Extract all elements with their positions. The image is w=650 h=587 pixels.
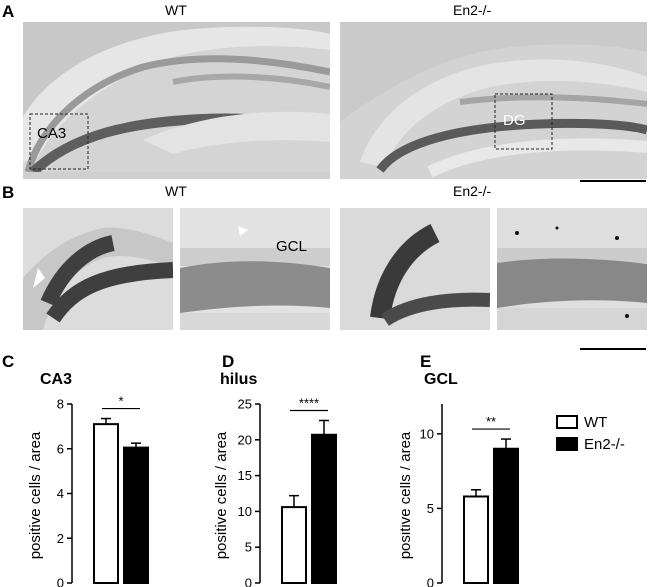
panel-b-en2-title: En2-/- — [453, 183, 492, 199]
bar-gcl-wt — [463, 495, 489, 585]
bar-ca3-wt — [93, 423, 119, 584]
significance-label-hilus: **** — [299, 395, 319, 410]
roi-dg-label: DG — [503, 112, 526, 129]
y-axis-label-gcl: positive cells / area — [400, 431, 414, 559]
panel-b-wt-title: WT — [165, 183, 187, 199]
panel-b-letter: B — [2, 183, 15, 202]
significance-label-ca3: * — [118, 394, 123, 409]
significance-label-gcl: ** — [486, 414, 496, 429]
y-tick-label-ca3: 6 — [57, 441, 64, 456]
dg-en2-inset-micrograph — [497, 208, 647, 330]
legend-swatch-wt — [556, 415, 578, 429]
bar-chart-ca3: CA3 positive cells / area 0 2 4 6 8 * — [27, 371, 149, 587]
hippocampus-wt-micrograph — [23, 22, 330, 179]
chart-title-ca3: CA3 — [40, 371, 72, 388]
legend-label-en2: En2-/- — [584, 435, 625, 453]
panel-c-letter: C — [2, 352, 15, 371]
dg-wt-inset-micrograph — [180, 208, 330, 330]
legend-item-wt: WT — [556, 412, 625, 432]
y-tick-label-hilus: 15 — [238, 468, 252, 483]
y-tick-label-hilus: 0 — [245, 576, 252, 587]
bar-ca3-en2 — [123, 446, 149, 584]
ca3-en2-inset-micrograph — [340, 208, 490, 330]
y-axis-label-hilus: positive cells / area — [213, 431, 230, 559]
y-tick-label-gcl: 5 — [427, 501, 434, 516]
inset-gcl-label: GCL — [276, 238, 307, 255]
chart-title-hilus: hilus — [220, 371, 257, 388]
legend-swatch-en2 — [556, 437, 578, 451]
legend-item-en2: En2-/- — [556, 434, 625, 454]
y-tick-label-hilus: 20 — [238, 432, 252, 447]
y-tick-label-gcl: 10 — [420, 426, 434, 441]
y-tick-label-hilus: 10 — [238, 504, 252, 519]
bar-gcl-en2 — [493, 447, 519, 584]
y-tick-label-ca3: 2 — [57, 531, 64, 546]
bar-chart-hilus: hilus positive cells / area 0 5 10 15 20 25 **** — [213, 371, 337, 587]
panel-a-en2-title: En2-/- — [453, 2, 492, 18]
chart-title-gcl: GCL — [424, 371, 458, 388]
y-tick-label-ca3: 4 — [57, 486, 64, 501]
bar-hilus-en2 — [311, 433, 337, 585]
y-axis-label-ca3: positive cells / area — [27, 431, 44, 559]
y-tick-label-gcl: 0 — [427, 576, 434, 587]
scale-bar-a — [580, 180, 646, 182]
panel-e-letter: E — [420, 352, 432, 371]
scale-bar-b — [580, 348, 646, 350]
y-tick-label-ca3: 8 — [57, 397, 64, 412]
y-tick-label-hilus: 25 — [238, 397, 252, 412]
panel-d-letter: D — [222, 352, 235, 371]
ca3-wt-inset-micrograph — [23, 208, 173, 330]
hippocampus-en2-micrograph — [340, 22, 647, 179]
bar-hilus-wt — [281, 506, 307, 585]
bar-chart-gcl: GCL positive cells / area 0 5 10 ** — [400, 371, 519, 587]
chart-legend: WT En2-/- — [556, 412, 625, 454]
panel-a-wt-title: WT — [165, 2, 187, 18]
panel-a-letter: A — [2, 2, 15, 21]
y-tick-label-ca3: 0 — [57, 576, 64, 587]
y-tick-label-hilus: 5 — [245, 540, 252, 555]
legend-label-wt: WT — [584, 413, 608, 431]
roi-ca3-label: CA3 — [37, 125, 67, 142]
